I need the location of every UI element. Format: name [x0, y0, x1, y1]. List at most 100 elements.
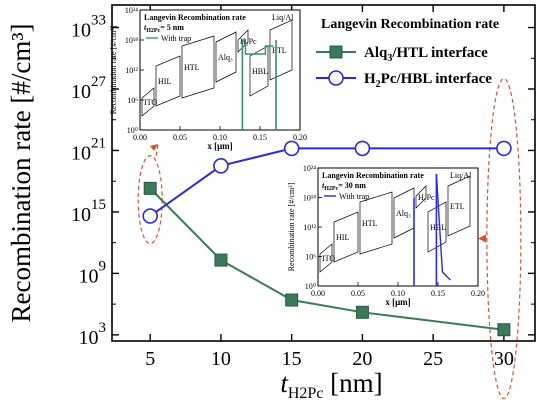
inset-layer-box [447, 175, 471, 237]
inset-x-tick-label: 0.15 [431, 289, 445, 298]
inset-y-tick-label: 10¹² [303, 223, 316, 232]
inset-layer-label: Alq₃ [396, 209, 411, 218]
inset-layer-label: Alq₃ [218, 53, 233, 62]
inset-layer-label: HIL [158, 77, 171, 86]
inset-y-tick-label: 10²⁴ [125, 6, 138, 15]
inset-layers: ITO HIL HTL Alq₃ H₂Pc HBL ETL Liq/Al [141, 13, 294, 117]
inset-layer-label: ITO [322, 254, 335, 263]
inset-title: Langevin Recombination rate [322, 171, 424, 180]
data-point [213, 158, 229, 174]
inset-y-tick-label: 10²⁴ [303, 164, 316, 173]
y-tick-label: 109 [79, 258, 107, 287]
inset-frame [139, 9, 301, 131]
data-point [497, 323, 511, 337]
data-point [355, 305, 369, 319]
x-tick-label: 10 [211, 348, 231, 370]
inset-x-tick-label: 0.20 [293, 133, 307, 142]
inset-layer-box [427, 201, 447, 253]
legend-label: H2Pc/HBL interface [364, 71, 492, 90]
inset-legend-label: With trap [339, 192, 369, 201]
inset-layer-box [237, 29, 249, 53]
inset-x-tick-label: 0.00 [311, 289, 325, 298]
inset-x-tick-label: 0.20 [471, 289, 485, 298]
inset-layer-box [393, 187, 415, 239]
inset-thickness: tH2Pc= 5 nm [144, 23, 184, 34]
inset-legend-label: With trap [161, 34, 191, 43]
inset-layer-box [415, 185, 427, 209]
inset-profile-line [242, 39, 274, 55]
inset-title: Langevin Recombination rate [144, 13, 246, 22]
inset-layer-label: HIL [336, 233, 349, 242]
inset-thickness-sub: H2Pc [324, 186, 338, 192]
inset-thickness-sub: H2Pc [146, 28, 160, 34]
y-tick-exponent: 3 [99, 320, 107, 336]
y-tick-label: 1033 [71, 13, 106, 42]
x-axis-ticks: 5 10 15 20 25 30 [145, 5, 514, 370]
inset-x-tick-label: 0.00 [133, 133, 147, 142]
y-tick-base: 10 [71, 20, 91, 42]
inset-layer-label: ETL [450, 202, 465, 211]
y-tick-label: 1021 [71, 135, 106, 164]
legend: Langevin Recombination rate Alq3/HTL inte… [316, 17, 499, 90]
inset-layer-label: Liq/Al [272, 13, 294, 22]
legend-label-main: H [364, 71, 376, 87]
inset-layer-label: H₂Pc [240, 37, 257, 46]
inset-layer-label: HBL [252, 67, 268, 76]
x-tick-label: 25 [423, 348, 443, 370]
inset-frame [317, 167, 479, 287]
inset-y-tick-label: 10⁰ [305, 282, 316, 291]
callout-ellipse-left [137, 155, 163, 245]
callout-arrowhead-left [150, 144, 158, 151]
callout-arrowhead-right [478, 234, 486, 243]
inset-profile [413, 173, 451, 286]
inset-layer-box [359, 191, 393, 255]
x-axis-title-sub: H2Pc [288, 385, 324, 402]
x-tick-label: 20 [352, 348, 372, 370]
inset-layer-box [141, 87, 155, 117]
y-tick-base: 10 [71, 142, 91, 164]
inset-x-tick-label: 0.15 [253, 133, 267, 142]
plot-frame [111, 4, 536, 342]
legend-label: Alq3/HTL interface [364, 45, 488, 64]
y-tick-base: 10 [79, 327, 99, 349]
inset-y-tick-label: 10¹⁸ [303, 194, 316, 203]
legend-marker [328, 70, 344, 86]
inset-layer-box [155, 55, 181, 107]
y-tick-exponent: 9 [99, 258, 107, 274]
inset-x-tick-label: 0.05 [173, 133, 187, 142]
data-point [283, 140, 300, 157]
y-tick-exponent: 27 [91, 74, 107, 90]
series-alq3-htl [143, 181, 511, 337]
inset-y-label: Recombination rate [#/cm³] [109, 25, 118, 114]
y-axis-title: Recombination rate [#/cm³] [6, 24, 36, 323]
y-tick-base: 10 [71, 81, 91, 103]
data-point [143, 181, 157, 195]
y-tick-exponent: 33 [91, 13, 106, 29]
x-axis-title: tH2Pc [nm] [280, 368, 382, 402]
inset-x-label: x [μm] [385, 297, 410, 307]
inset-layer-box [181, 35, 215, 99]
inset-layer-label: HTL [362, 219, 378, 228]
inset-thickness-value: = 30 nm [338, 181, 366, 190]
inset-thickness-value: = 5 nm [160, 23, 184, 32]
inset-x-tick-label: 0.10 [213, 133, 227, 142]
inset-x-label: x [μm] [207, 141, 232, 151]
legend-label-sub: 2 [376, 79, 381, 90]
y-tick-label: 1027 [71, 74, 107, 103]
data-point [142, 208, 158, 224]
y-tick-label: 1015 [71, 197, 106, 226]
x-tick-label: 30 [494, 348, 514, 370]
legend-label-sub: 3 [387, 53, 392, 64]
legend-label-rest: /HTL interface [391, 45, 488, 61]
x-tick-label: 15 [282, 348, 302, 370]
y-tick-label: 103 [79, 320, 107, 349]
inset-x-tick-label: 0.10 [391, 289, 405, 298]
inset-layer-box [333, 211, 359, 263]
inset-layer-label: H₂Pc [418, 193, 435, 202]
data-point [354, 140, 371, 157]
series-h2pc-hbl [142, 140, 512, 224]
inset-x-tick-label: 0.05 [351, 289, 365, 298]
